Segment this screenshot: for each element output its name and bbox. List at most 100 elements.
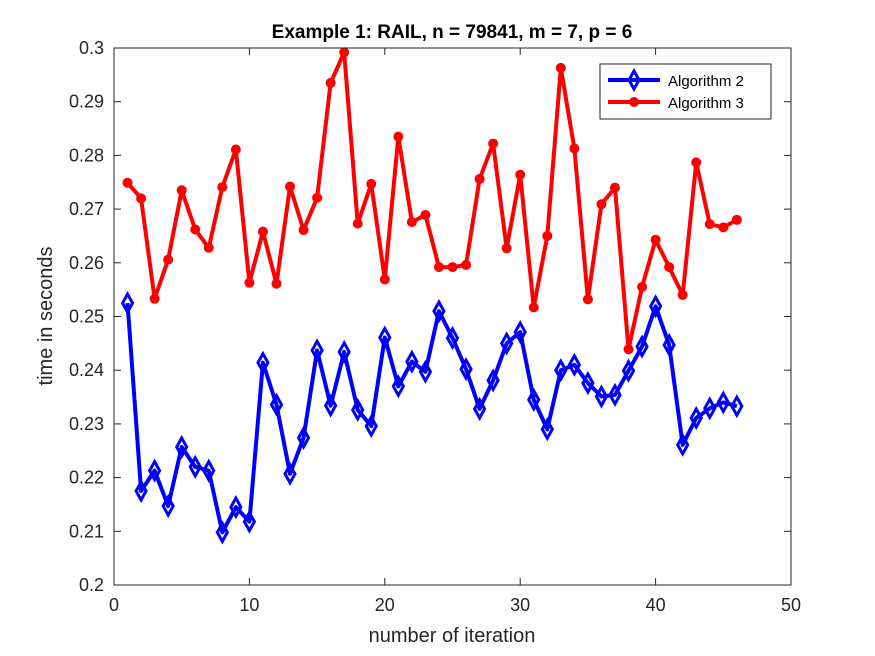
y-axis-label: time in seconds xyxy=(35,247,57,386)
axis-ticks: 0 10 20 30 40 50 0.2 0.21 0.22 0.23 0.24 0.25 0.26 0.… xyxy=(69,38,801,615)
data-point-algorithm-2 xyxy=(459,357,473,382)
data-point-algorithm-2 xyxy=(432,299,446,324)
data-point-algorithm-2 xyxy=(486,368,500,393)
legend-label-algorithm-3: Algorithm 3 xyxy=(668,95,744,112)
data-point-algorithm-3 xyxy=(352,218,363,229)
data-point-algorithm-2 xyxy=(351,397,365,423)
data-point-algorithm-3 xyxy=(312,192,323,203)
data-point-algorithm-3 xyxy=(163,254,174,265)
data-point-algorithm-3 xyxy=(582,294,593,305)
legend: Algorithm 2 Algorithm 3 xyxy=(599,63,772,120)
data-point-algorithm-2 xyxy=(581,370,595,396)
data-point-algorithm-3 xyxy=(501,243,512,254)
data-point-algorithm-2 xyxy=(472,396,487,421)
legend-box xyxy=(599,63,772,120)
data-point-algorithm-2 xyxy=(648,294,663,319)
data-point-algorithm-2 xyxy=(405,349,419,374)
data-point-algorithm-3 xyxy=(203,242,214,253)
data-point-algorithm-3 xyxy=(176,185,187,196)
x-axis-label: number of iteration xyxy=(369,625,536,647)
chart-title: Example 1: RAIL, n = 79841, m = 7, p = 6 xyxy=(272,22,633,43)
data-point-algorithm-3 xyxy=(691,157,702,168)
data-point-algorithm-3 xyxy=(515,169,526,180)
data-point-algorithm-3 xyxy=(555,62,566,73)
data-point-algorithm-2 xyxy=(296,425,311,450)
data-point-algorithm-2 xyxy=(215,520,230,545)
data-point-algorithm-3 xyxy=(528,302,539,313)
data-point-algorithm-3 xyxy=(420,210,431,221)
y-tick-label: 0.2 xyxy=(79,575,104,595)
data-point-algorithm-2 xyxy=(147,458,162,483)
data-point-algorithm-3 xyxy=(217,182,228,193)
data-point-algorithm-3 xyxy=(596,199,607,210)
data-point-algorithm-2 xyxy=(445,325,460,351)
data-point-algorithm-3 xyxy=(461,259,472,270)
data-point-algorithm-2 xyxy=(635,334,649,359)
y-tick-label: 0.3 xyxy=(79,38,104,58)
data-point-algorithm-2 xyxy=(621,358,636,383)
data-point-algorithm-3 xyxy=(718,222,729,233)
data-point-algorithm-2 xyxy=(730,394,744,419)
x-tick-label: 20 xyxy=(375,595,395,615)
data-point-algorithm-3 xyxy=(623,344,634,355)
data-point-algorithm-3 xyxy=(731,214,742,225)
data-point-algorithm-3 xyxy=(257,226,268,237)
data-point-algorithm-3 xyxy=(704,219,715,230)
data-point-algorithm-3 xyxy=(122,177,133,188)
x-tick-label: 0 xyxy=(109,595,119,615)
data-point-algorithm-3 xyxy=(677,290,688,301)
data-point-algorithm-2 xyxy=(202,458,216,483)
x-tick-label: 10 xyxy=(239,595,259,615)
y-tick-label: 0.23 xyxy=(69,414,104,434)
data-point-algorithm-2 xyxy=(161,493,175,519)
x-tick-label: 40 xyxy=(646,595,666,615)
y-tick-label: 0.27 xyxy=(69,199,104,219)
data-point-algorithm-2 xyxy=(418,359,433,384)
data-point-algorithm-3 xyxy=(285,181,296,192)
data-point-algorithm-3 xyxy=(637,281,648,292)
data-point-algorithm-3 xyxy=(447,262,458,273)
data-point-algorithm-3 xyxy=(650,234,661,245)
data-point-algorithm-2 xyxy=(391,374,406,399)
data-point-algorithm-2 xyxy=(540,417,554,442)
data-point-algorithm-2 xyxy=(134,478,148,504)
data-point-algorithm-2 xyxy=(662,332,676,358)
data-point-algorithm-2 xyxy=(323,393,338,418)
data-point-algorithm-3 xyxy=(271,278,282,289)
data-point-algorithm-2 xyxy=(337,339,351,365)
legend-marker-circle-icon xyxy=(629,97,639,107)
data-point-algorithm-3 xyxy=(474,174,485,185)
legend-marker-diamond-icon xyxy=(627,67,641,93)
data-point-algorithm-2 xyxy=(269,392,284,417)
data-point-algorithm-3 xyxy=(149,293,160,304)
data-point-algorithm-3 xyxy=(609,182,620,193)
data-point-algorithm-2 xyxy=(689,405,703,431)
data-point-algorithm-3 xyxy=(433,262,444,273)
data-point-algorithm-2 xyxy=(229,495,243,520)
data-point-algorithm-2 xyxy=(499,331,514,356)
data-point-algorithm-2 xyxy=(188,454,202,479)
data-point-algorithm-2 xyxy=(364,413,378,439)
data-point-algorithm-2 xyxy=(608,382,622,407)
y-tick-label: 0.29 xyxy=(69,92,104,112)
data-point-algorithm-3 xyxy=(244,277,255,288)
y-tick-label: 0.25 xyxy=(69,307,104,327)
series-line-algorithm-2 xyxy=(125,302,738,535)
data-point-algorithm-3 xyxy=(488,138,499,149)
plot-content xyxy=(120,47,744,545)
data-point-algorithm-3 xyxy=(339,47,350,58)
data-point-algorithm-3 xyxy=(379,274,390,285)
data-point-algorithm-3 xyxy=(136,193,147,204)
data-point-algorithm-2 xyxy=(675,432,690,457)
y-tick-label: 0.26 xyxy=(69,253,104,273)
data-point-algorithm-2 xyxy=(513,319,527,345)
data-point-algorithm-3 xyxy=(298,225,309,236)
data-point-algorithm-2 xyxy=(594,384,609,409)
data-point-algorithm-3 xyxy=(569,143,580,154)
y-tick-label: 0.28 xyxy=(69,145,104,165)
data-point-algorithm-2 xyxy=(567,352,582,377)
plot-area xyxy=(114,48,791,585)
data-point-algorithm-2 xyxy=(716,390,731,415)
data-point-algorithm-2 xyxy=(378,325,392,350)
y-tick-label: 0.24 xyxy=(69,360,104,380)
